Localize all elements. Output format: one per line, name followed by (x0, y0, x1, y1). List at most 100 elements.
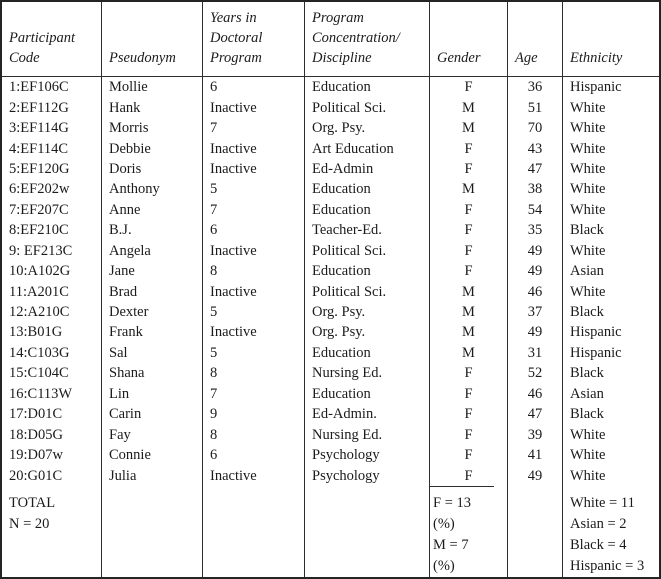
table-row: 7:EF207C Anne 7 Education F 54 White (2, 199, 659, 221)
summary-program-empty (305, 486, 430, 577)
cell-years-in-doctoral-program: Inactive (203, 97, 305, 118)
cell-pseudonym: Morris (102, 117, 203, 139)
cell-pseudonym: Debbie (102, 138, 203, 159)
cell-pseudonym: Jane (102, 260, 203, 282)
header-row: Participant Code Pseudonym Years in Doct… (2, 2, 659, 77)
cell-program-concentration: Ed-Admin (305, 158, 430, 180)
cell-participant-code: 6:EF202w (2, 179, 102, 200)
cell-pseudonym: Doris (102, 158, 203, 180)
cell-gender: F (430, 404, 508, 425)
cell-ethnicity: Black (570, 304, 604, 321)
cell-program-concentration: Teacher-Ed. (305, 220, 430, 241)
table-row: 5:EF120G Doris Inactive Ed-Admin F 47 White (2, 158, 659, 180)
cell-program-concentration: Education (305, 383, 430, 404)
cell-ethnicity: White (570, 120, 606, 137)
cell-program-concentration: Org. Psy. (305, 117, 430, 139)
cell-participant-code: 8:EF210C (2, 220, 102, 241)
column-header-participant-code: Participant Code (2, 2, 102, 77)
table-row: 9: EF213C Angela Inactive Political Sci. F 49… (2, 240, 659, 261)
summary-row: TOTAL N = 20 F = 13 (%) M = 7 (%) White … (2, 486, 659, 577)
cell-participant-code: 15:C104C (2, 363, 102, 384)
cell-participant-code: 14:C103G (2, 342, 102, 364)
cell-pseudonym: Hank (102, 97, 203, 118)
summary-total-cell: TOTAL N = 20 (2, 486, 102, 577)
table-row: 13:B01G Frank Inactive Org. Psy. M 49 Hispanic (2, 322, 659, 343)
cell-ethnicity: White (570, 201, 606, 218)
column-header-program-concentration: Program Concentration/ Discipline (305, 2, 430, 77)
cell-gender: F (430, 363, 508, 384)
cell-pseudonym: Angela (102, 240, 203, 261)
summary-total-n: N = 20 (9, 516, 50, 532)
cell-participant-code: 12:A210C (2, 301, 102, 323)
summary-total-label: TOTAL (9, 495, 56, 511)
table-row: 14:C103G Sal 5 Education M 31 Hispanic (2, 342, 659, 364)
cell-years-in-doctoral-program: 9 (203, 404, 305, 425)
column-header-pseudonym: Pseudonym (102, 2, 203, 77)
cell-participant-code: 13:B01G (2, 322, 102, 343)
cell-pseudonym: Dexter (102, 301, 203, 323)
cell-age: 49 (508, 260, 563, 282)
table-row: 12:A210C Dexter 5 Org. Psy. M 37 Black (2, 301, 659, 323)
cell-gender: M (430, 97, 508, 118)
cell-program-concentration: Education (305, 179, 430, 200)
summary-years-empty (203, 486, 305, 577)
cell-ethnicity: White (570, 467, 606, 484)
cell-years-in-doctoral-program: Inactive (203, 322, 305, 343)
table-row: 15:C104C Shana 8 Nursing Ed. F 52 Black (2, 363, 659, 384)
table-row: 20:G01C Julia Inactive Psychology F 49 White (2, 465, 659, 486)
cell-participant-code: 10:A102G (2, 260, 102, 282)
cell-age: 46 (508, 281, 563, 302)
cell-ethnicity: White (570, 426, 606, 443)
cell-gender: M (430, 342, 508, 364)
cell-program-concentration: Psychology (305, 444, 430, 466)
cell-pseudonym: Anne (102, 199, 203, 221)
cell-participant-code: 18:D05G (2, 424, 102, 445)
cell-years-in-doctoral-program: Inactive (203, 281, 305, 302)
cell-participant-code: 2:EF112G (2, 97, 102, 118)
cell-age: 49 (508, 465, 563, 486)
cell-participant-code: 11:A201C (2, 281, 102, 302)
cell-age: 49 (508, 240, 563, 261)
table-row: 1:EF106C Mollie 6 Education F 36 Hispanic (2, 77, 659, 98)
cell-years-in-doctoral-program: Inactive (203, 240, 305, 261)
cell-program-concentration: Education (305, 77, 430, 98)
cell-gender: F (430, 465, 508, 486)
table-row: 19:D07w Connie 6 Psychology F 41 White (2, 444, 659, 466)
cell-gender: F (430, 424, 508, 445)
cell-years-in-doctoral-program: 8 (203, 260, 305, 282)
cell-age: 36 (508, 77, 563, 98)
cell-age: 47 (508, 404, 563, 425)
cell-gender: F (430, 444, 508, 466)
column-header-age: Age (508, 2, 563, 77)
gender-summary-rule (430, 486, 494, 487)
cell-ethnicity: Black (570, 222, 604, 239)
cell-ethnicity: Hispanic (570, 324, 622, 341)
cell-ethnicity: White (570, 140, 606, 157)
cell-program-concentration: Org. Psy. (305, 301, 430, 323)
cell-program-concentration: Education (305, 260, 430, 282)
cell-gender: F (430, 260, 508, 282)
cell-pseudonym: Julia (102, 465, 203, 486)
cell-pseudonym: Sal (102, 342, 203, 364)
column-header-ethnicity: Ethnicity (563, 2, 659, 77)
cell-participant-code: 20:G01C (2, 465, 102, 486)
cell-program-concentration: Nursing Ed. (305, 363, 430, 384)
cell-gender: M (430, 322, 508, 343)
cell-gender: F (430, 240, 508, 261)
cell-program-concentration: Political Sci. (305, 281, 430, 302)
summary-ethnicity-cell: White = 11 Asian = 2 Black = 4 Hispanic … (563, 486, 659, 577)
cell-age: 35 (508, 220, 563, 241)
cell-years-in-doctoral-program: 6 (203, 220, 305, 241)
cell-pseudonym: Frank (102, 322, 203, 343)
cell-gender: M (430, 301, 508, 323)
cell-program-concentration: Education (305, 342, 430, 364)
cell-age: 37 (508, 301, 563, 323)
cell-years-in-doctoral-program: 7 (203, 117, 305, 139)
cell-ethnicity: Hispanic (570, 79, 622, 96)
cell-years-in-doctoral-program: Inactive (203, 138, 305, 159)
cell-ethnicity: Asian (570, 263, 604, 280)
cell-gender: F (430, 199, 508, 221)
cell-participant-code: 3:EF114G (2, 117, 102, 139)
cell-age: 38 (508, 179, 563, 200)
